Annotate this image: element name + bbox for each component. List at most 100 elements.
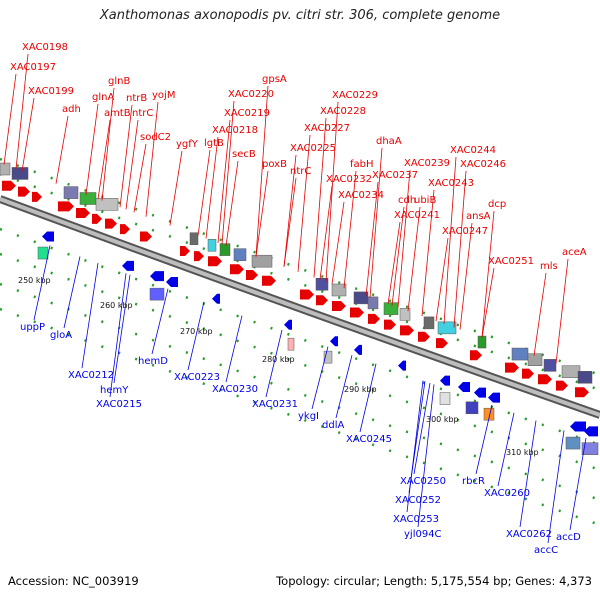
- scale-label: 260 kbp: [100, 301, 133, 310]
- forward-leader: [255, 85, 269, 257]
- forward-leader: [133, 143, 147, 213]
- reverse-gene: [398, 360, 406, 371]
- forward-gene: [400, 325, 414, 336]
- feature-box: [477, 335, 487, 349]
- reverse-gene-label: XAC0250: [400, 476, 446, 487]
- reverse-gene: [42, 231, 54, 242]
- reverse-leader: [265, 329, 283, 398]
- forward-leader: [221, 100, 235, 245]
- forward-gene-label: aceA: [562, 247, 587, 258]
- reverse-gene-label: hemY: [100, 385, 129, 396]
- forward-leader: [145, 101, 159, 217]
- reverse-leader: [33, 245, 51, 321]
- forward-gene-label: fabH: [350, 159, 374, 170]
- forward-gene-label: ubiB: [414, 195, 436, 206]
- tick-row: [0, 157, 600, 377]
- reverse-gene: [440, 375, 450, 386]
- reverse-leader: [417, 384, 435, 528]
- forward-gene-label: XAC0241: [394, 210, 440, 221]
- forward-leader: [197, 149, 211, 236]
- forward-gene: [418, 331, 430, 342]
- forward-gene-label: ygfY: [176, 139, 199, 150]
- forward-gene-label: XAC0232: [326, 174, 372, 185]
- feature-box: [287, 337, 295, 351]
- forward-gene-label: cdh: [398, 195, 416, 206]
- reverse-gene-label: rbcR: [462, 476, 485, 487]
- forward-leader: [205, 136, 219, 239]
- feature-box: [423, 316, 435, 330]
- forward-gene-label: secB: [232, 149, 256, 160]
- reverse-gene: [474, 387, 486, 398]
- tick-row: [0, 252, 600, 472]
- feature-box: [483, 407, 495, 421]
- feature-box: [315, 278, 329, 291]
- tick-row: [0, 307, 600, 527]
- feature-box: [367, 296, 379, 310]
- forward-gene: [436, 338, 448, 349]
- forward-leader: [397, 169, 411, 308]
- reverse-gene: [166, 276, 178, 287]
- forward-leader: [365, 181, 379, 297]
- forward-leader: [453, 170, 467, 328]
- forward-gene: [208, 256, 222, 267]
- scale-label: 270 kbp: [180, 327, 213, 336]
- forward-gene: [316, 295, 328, 306]
- forward-gene: [556, 380, 568, 391]
- forward-leader: [55, 115, 69, 184]
- forward-gene-label: ntrC: [132, 108, 153, 119]
- forward-gene-label: ansA: [466, 211, 491, 222]
- reverse-gene: [488, 392, 500, 403]
- forward-gene-label: XAC0244: [450, 145, 496, 156]
- forward-leader: [533, 272, 547, 356]
- feature-box: [0, 162, 11, 176]
- reverse-gene-label: XAC0253: [393, 514, 439, 525]
- reverse-leader: [151, 288, 169, 355]
- forward-gene-label: adh: [62, 104, 81, 115]
- reverse-gene: [458, 381, 470, 392]
- feature-box: [219, 243, 231, 256]
- forward-leader: [255, 170, 269, 257]
- reverse-gene: [584, 426, 598, 437]
- forward-leader: [283, 154, 297, 267]
- forward-leader: [15, 53, 29, 169]
- forward-gene-label: ntrB: [126, 93, 147, 104]
- forward-leader: [101, 87, 115, 201]
- forward-gene-label: XAC0220: [228, 89, 274, 100]
- forward-gene: [262, 275, 276, 286]
- forward-gene-label: XAC0218: [212, 125, 258, 136]
- reverse-gene-label: ykgI: [298, 411, 319, 422]
- forward-leader: [85, 103, 99, 195]
- forward-gene-label: yojM: [152, 90, 175, 101]
- reverse-leader: [63, 256, 81, 329]
- forward-gene: [32, 191, 42, 202]
- feature-box: [331, 283, 347, 297]
- forward-gene: [368, 313, 380, 324]
- forward-gene-label: XAC0229: [332, 90, 378, 101]
- feature-box: [95, 198, 119, 211]
- reverse-gene-label: XAC0231: [252, 399, 298, 410]
- forward-gene: [332, 301, 346, 312]
- reverse-gene: [354, 344, 362, 355]
- forward-gene-label: XAC0251: [488, 256, 534, 267]
- forward-leader: [369, 147, 383, 298]
- forward-leader: [319, 185, 333, 280]
- reverse-leader: [406, 380, 424, 513]
- forward-gene: [538, 374, 552, 385]
- feature-box: [207, 238, 217, 252]
- forward-gene-label: XAC0243: [428, 178, 474, 189]
- reverse-gene-label: ddlA: [322, 420, 344, 431]
- scale-label: 310 kbp: [506, 448, 539, 457]
- forward-gene-label: lgtB: [204, 138, 224, 149]
- forward-leader: [343, 170, 357, 289]
- accession-text: Accession: NC_003919: [8, 574, 139, 588]
- feature-box: [383, 302, 399, 315]
- feature-box: [439, 392, 451, 405]
- reverse-leader: [359, 363, 377, 433]
- reverse-leader: [547, 430, 565, 544]
- reverse-gene: [330, 336, 338, 347]
- forward-gene-label: mls: [540, 261, 558, 272]
- forward-gene-label: XAC0225: [290, 143, 336, 154]
- forward-leader: [313, 117, 327, 278]
- reverse-leader: [187, 301, 205, 371]
